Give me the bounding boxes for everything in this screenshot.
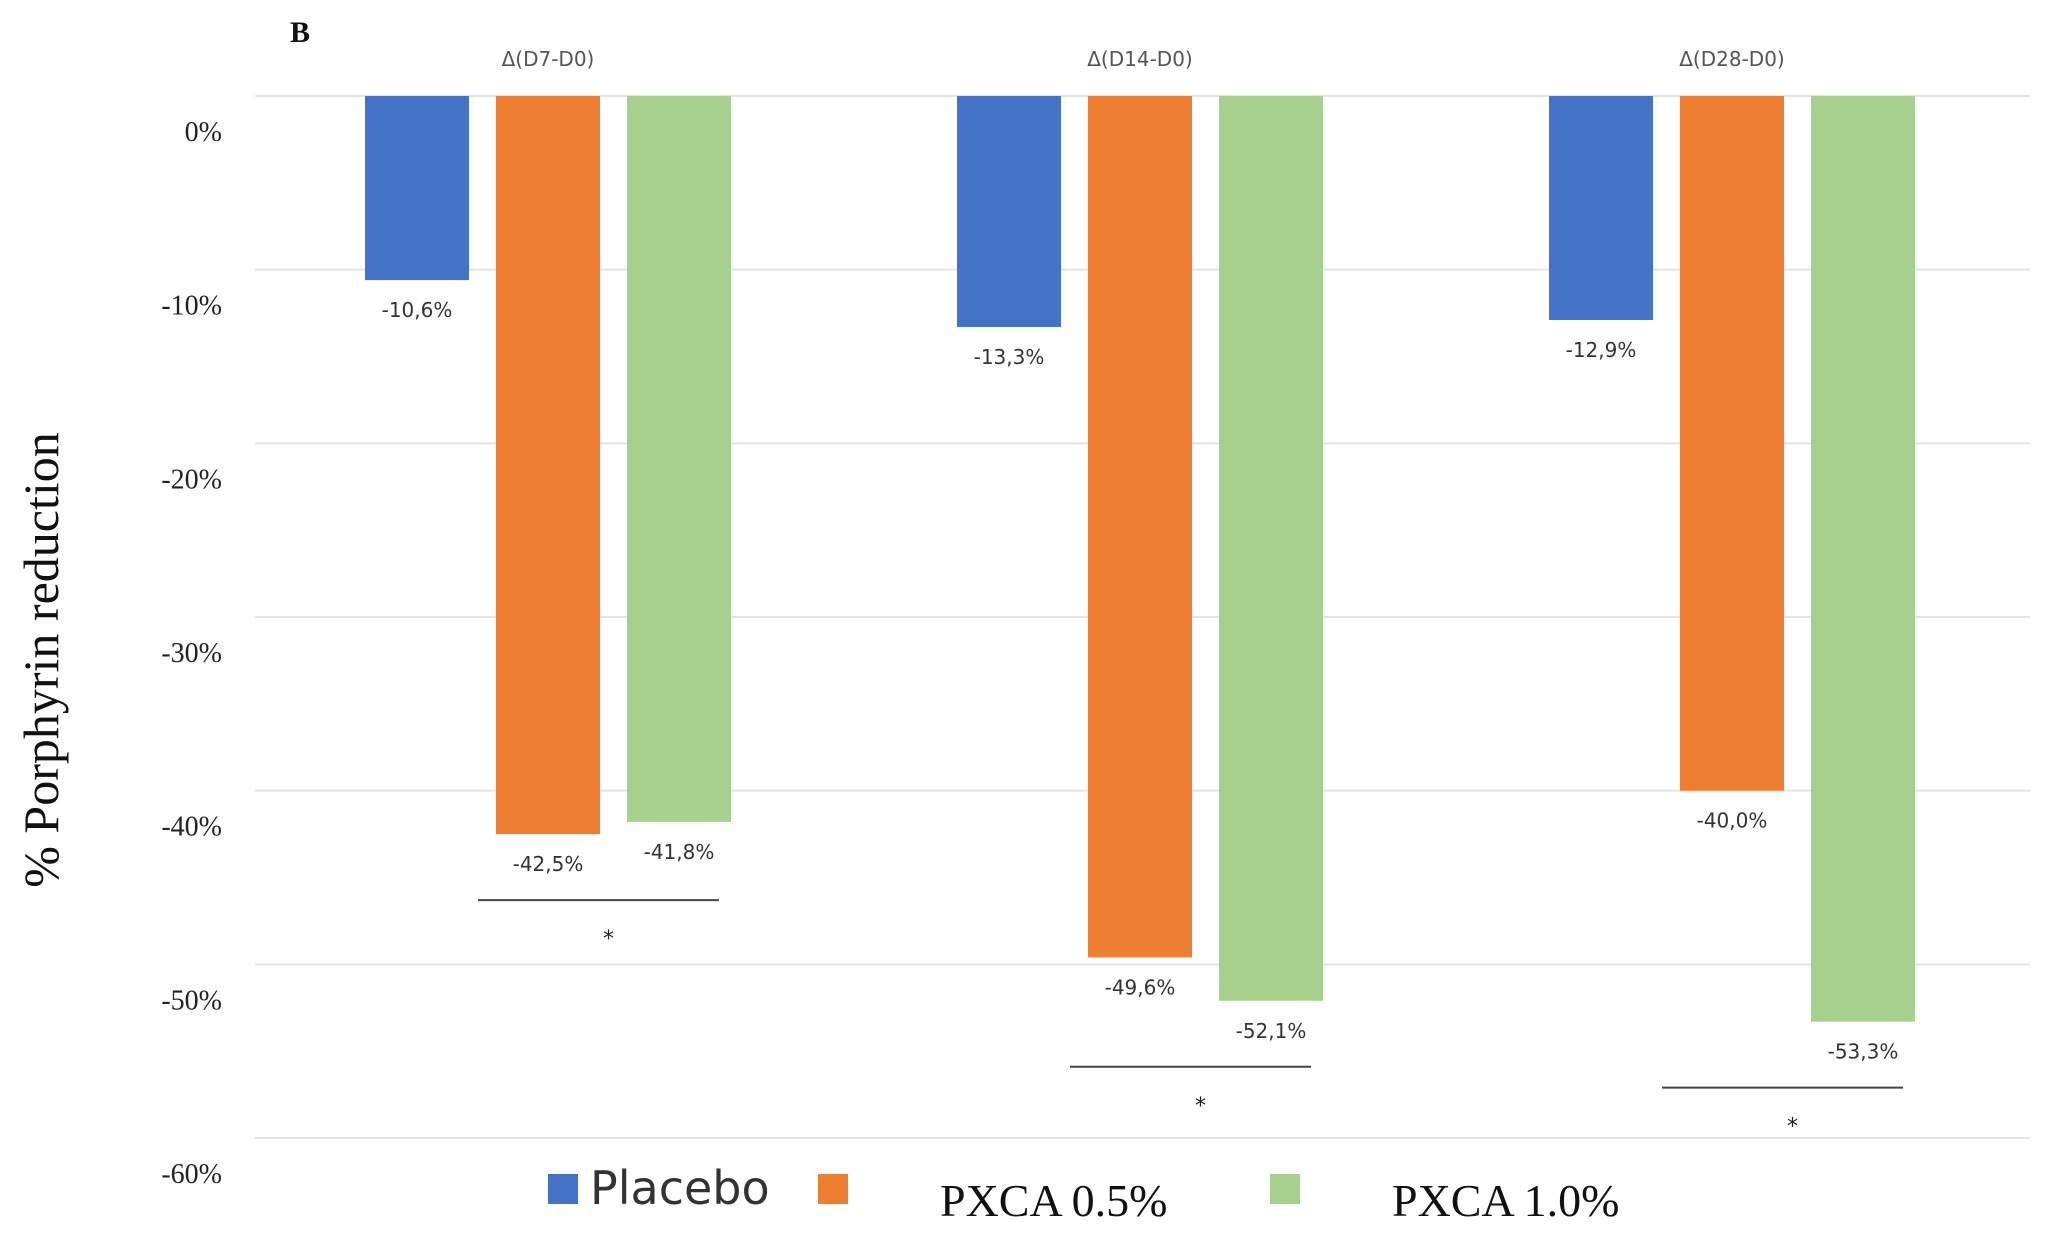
y-tick-label: 0% xyxy=(185,117,222,148)
y-tick-label: -50% xyxy=(161,985,222,1016)
category-label: Δ(D28-D0) xyxy=(1679,47,1784,71)
data-label: -12,9% xyxy=(1566,338,1637,362)
data-label: -40,0% xyxy=(1697,809,1768,833)
category-label: Δ(D14-D0) xyxy=(1087,47,1192,71)
bar xyxy=(365,96,469,281)
legend: Placebo PXCA 0.5% PXCA 1.0% xyxy=(548,1161,1619,1226)
data-label: -53,3% xyxy=(1828,1040,1899,1064)
legend-label: PXCA 1.0% xyxy=(1392,1175,1619,1226)
category-label: Δ(D7-D0) xyxy=(502,47,595,71)
data-label: -42,5% xyxy=(513,852,584,876)
y-tick-label: -60% xyxy=(161,1159,222,1190)
y-axis-label: % Porphyrin reduction xyxy=(13,432,69,887)
bar xyxy=(627,96,731,822)
y-tick-label: -40% xyxy=(161,812,222,843)
significance-star: * xyxy=(603,927,614,952)
data-label: -13,3% xyxy=(974,345,1045,369)
data-label: -10,6% xyxy=(382,298,453,322)
legend-label: Placebo xyxy=(590,1161,770,1215)
data-label: -41,8% xyxy=(644,840,715,864)
data-labels: -10,6% -13,3% -12,9% -42,5% -49,6% -40,0% -41,… xyxy=(382,298,1899,1064)
legend-label: PXCA 0.5% xyxy=(940,1175,1167,1226)
legend-swatch xyxy=(1270,1174,1300,1204)
bar xyxy=(957,96,1061,327)
bar xyxy=(1549,96,1653,321)
significance-star: * xyxy=(1787,1115,1798,1140)
y-tick-label: -20% xyxy=(161,464,222,495)
y-axis-ticks: 0% -10% -20% -30% -40% -50% -60% xyxy=(161,117,222,1190)
bars xyxy=(365,96,1915,1022)
category-labels: Δ(D7-D0) Δ(D14-D0) Δ(D28-D0) xyxy=(502,47,1785,71)
bar xyxy=(1811,96,1915,1022)
data-label: -52,1% xyxy=(1236,1019,1307,1043)
bar xyxy=(1680,96,1784,791)
legend-swatch xyxy=(818,1174,848,1204)
y-tick-label: -30% xyxy=(161,638,222,669)
legend-swatch xyxy=(548,1174,578,1204)
y-tick-label: -10% xyxy=(161,291,222,322)
bar xyxy=(496,96,600,835)
bar xyxy=(1088,96,1192,958)
data-label: -49,6% xyxy=(1105,975,1176,999)
panel-label: B xyxy=(290,16,310,49)
bar xyxy=(1219,96,1323,1001)
significance-star: * xyxy=(1195,1094,1206,1119)
significance-markers: * * * xyxy=(478,899,1903,1140)
